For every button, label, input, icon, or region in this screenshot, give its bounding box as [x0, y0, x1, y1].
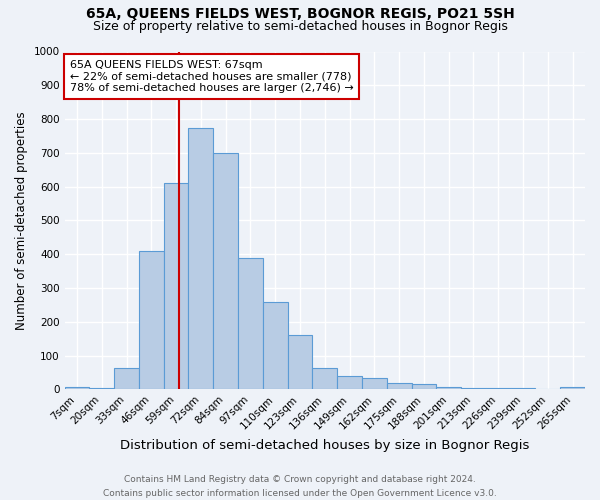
Y-axis label: Number of semi-detached properties: Number of semi-detached properties [15, 111, 28, 330]
Bar [139, 251, 164, 390]
Text: Size of property relative to semi-detached houses in Bognor Regis: Size of property relative to semi-detach… [92, 20, 508, 33]
Text: Contains HM Land Registry data © Crown copyright and database right 2024.
Contai: Contains HM Land Registry data © Crown c… [103, 476, 497, 498]
Bar [164, 184, 188, 390]
Bar [65, 387, 89, 390]
Bar [486, 388, 511, 390]
Bar [263, 302, 287, 390]
Bar [337, 376, 362, 390]
Bar [535, 389, 560, 390]
Bar [436, 386, 461, 390]
Bar [114, 368, 139, 390]
Bar [238, 258, 263, 390]
Bar [412, 384, 436, 390]
Bar [213, 153, 238, 390]
Text: 65A QUEENS FIELDS WEST: 67sqm
← 22% of semi-detached houses are smaller (778)
78: 65A QUEENS FIELDS WEST: 67sqm ← 22% of s… [70, 60, 353, 93]
Text: 65A, QUEENS FIELDS WEST, BOGNOR REGIS, PO21 5SH: 65A, QUEENS FIELDS WEST, BOGNOR REGIS, P… [86, 8, 514, 22]
Bar [387, 382, 412, 390]
Bar [89, 388, 114, 390]
Bar [362, 378, 387, 390]
Bar [511, 388, 535, 390]
Bar [461, 388, 486, 390]
X-axis label: Distribution of semi-detached houses by size in Bognor Regis: Distribution of semi-detached houses by … [120, 440, 529, 452]
Bar [560, 387, 585, 390]
Bar [287, 336, 313, 390]
Bar [313, 368, 337, 390]
Bar [188, 128, 213, 390]
